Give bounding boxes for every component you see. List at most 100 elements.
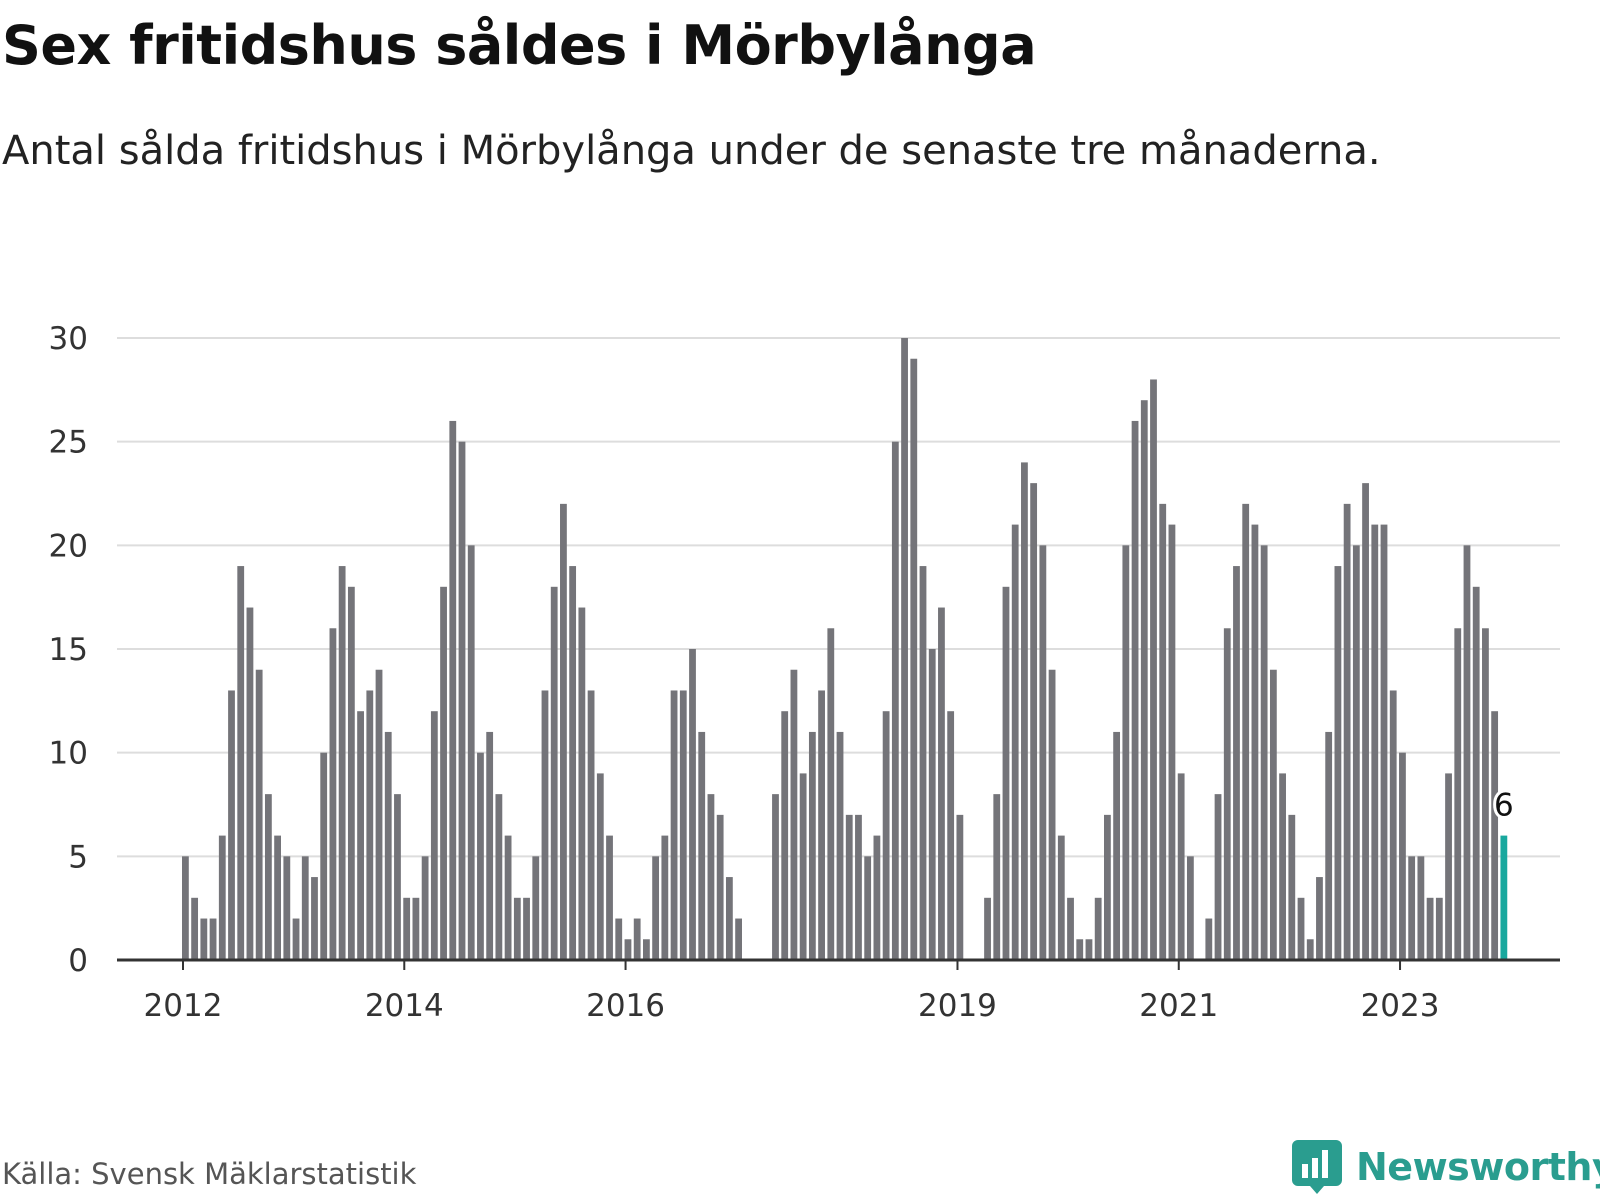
bar <box>1104 814 1111 960</box>
bar <box>652 856 660 960</box>
y-tick-label: 0 <box>68 943 88 979</box>
bar <box>1233 566 1240 960</box>
bar <box>993 794 1001 960</box>
bar <box>873 835 881 960</box>
bar <box>1408 856 1416 960</box>
x-tick-label: 2014 <box>365 988 444 1020</box>
bar <box>246 607 254 960</box>
bar <box>1352 545 1360 960</box>
bar <box>357 711 364 960</box>
y-tick-label: 30 <box>49 321 88 357</box>
source-note: Källa: Svensk Mäklarstatistik <box>2 1157 417 1191</box>
bar <box>1297 897 1305 960</box>
bar <box>467 545 475 960</box>
y-tick-label: 15 <box>49 632 88 668</box>
bar <box>1343 503 1351 960</box>
bar <box>430 711 438 960</box>
bar <box>1094 897 1102 960</box>
bar <box>772 794 779 960</box>
bar <box>956 814 964 960</box>
bar <box>228 690 235 960</box>
bar <box>1279 773 1286 960</box>
bar <box>1214 794 1222 960</box>
bar <box>1269 669 1277 960</box>
bar <box>1445 773 1452 960</box>
bar <box>1140 400 1148 960</box>
bar <box>458 441 466 960</box>
bar <box>320 752 328 960</box>
bar <box>1371 524 1379 960</box>
bar <box>1159 503 1167 960</box>
x-tick-label: 2019 <box>918 988 997 1020</box>
x-tick-label: 2021 <box>1139 988 1218 1020</box>
bar <box>689 649 696 960</box>
bar <box>477 752 484 960</box>
bar <box>292 918 300 960</box>
bar <box>569 566 577 960</box>
bar <box>855 814 862 960</box>
bar <box>523 897 530 960</box>
bar <box>845 814 853 960</box>
bar <box>449 420 457 960</box>
bar <box>891 441 899 960</box>
brand-name: Newsworthy <box>1356 1145 1600 1189</box>
x-tick-label: 2023 <box>1361 988 1440 1020</box>
bar-highlight <box>1500 835 1508 960</box>
bar <box>1076 939 1084 960</box>
x-tick-label: 2012 <box>144 988 223 1020</box>
bar <box>938 607 945 960</box>
bar <box>1131 420 1139 960</box>
bar <box>596 773 604 960</box>
bar <box>1472 586 1480 960</box>
bar <box>1399 752 1406 960</box>
bar <box>1435 897 1443 960</box>
bar <box>910 358 918 960</box>
bar <box>1085 939 1093 960</box>
bar <box>403 897 411 960</box>
bar <box>1002 586 1010 960</box>
bar <box>1113 731 1121 960</box>
bar <box>1316 877 1323 960</box>
bar <box>375 669 383 960</box>
bar-labels: 6 <box>1491 785 1517 827</box>
bar <box>799 773 807 960</box>
bar <box>1288 814 1296 960</box>
bar <box>1048 669 1056 960</box>
bar <box>255 669 263 960</box>
bar <box>670 690 678 960</box>
bar <box>1491 711 1499 960</box>
bar <box>587 690 595 960</box>
bar <box>1011 524 1019 960</box>
bar <box>1306 939 1314 960</box>
bar <box>1030 483 1038 960</box>
bar <box>264 794 272 960</box>
bar <box>633 918 641 960</box>
bar <box>882 711 890 960</box>
bar <box>200 918 208 960</box>
bar <box>1362 483 1369 960</box>
bar <box>209 918 217 960</box>
bar <box>919 566 927 960</box>
bar <box>1380 524 1388 960</box>
bar <box>1242 503 1250 960</box>
bar <box>412 897 420 960</box>
bar-chart: 0 5 10 15 20 25 30 2012 2014 2016 2019 2021 2023 6 <box>49 321 1560 1020</box>
bar <box>1463 545 1471 960</box>
bar <box>679 690 687 960</box>
newsworthy-logo-icon <box>1292 1140 1342 1194</box>
bar <box>836 731 844 960</box>
bar <box>1389 690 1397 960</box>
bar <box>311 877 318 960</box>
bar <box>384 731 392 960</box>
bar <box>1177 773 1185 960</box>
bar <box>781 711 789 960</box>
highlight-bar-label: 6 <box>1494 788 1514 824</box>
bar <box>1454 628 1462 960</box>
bars <box>182 338 1508 960</box>
bar <box>643 939 650 960</box>
bar <box>541 690 549 960</box>
bar <box>1150 379 1157 960</box>
bar <box>283 856 291 960</box>
bar <box>1260 545 1268 960</box>
bar <box>218 835 226 960</box>
